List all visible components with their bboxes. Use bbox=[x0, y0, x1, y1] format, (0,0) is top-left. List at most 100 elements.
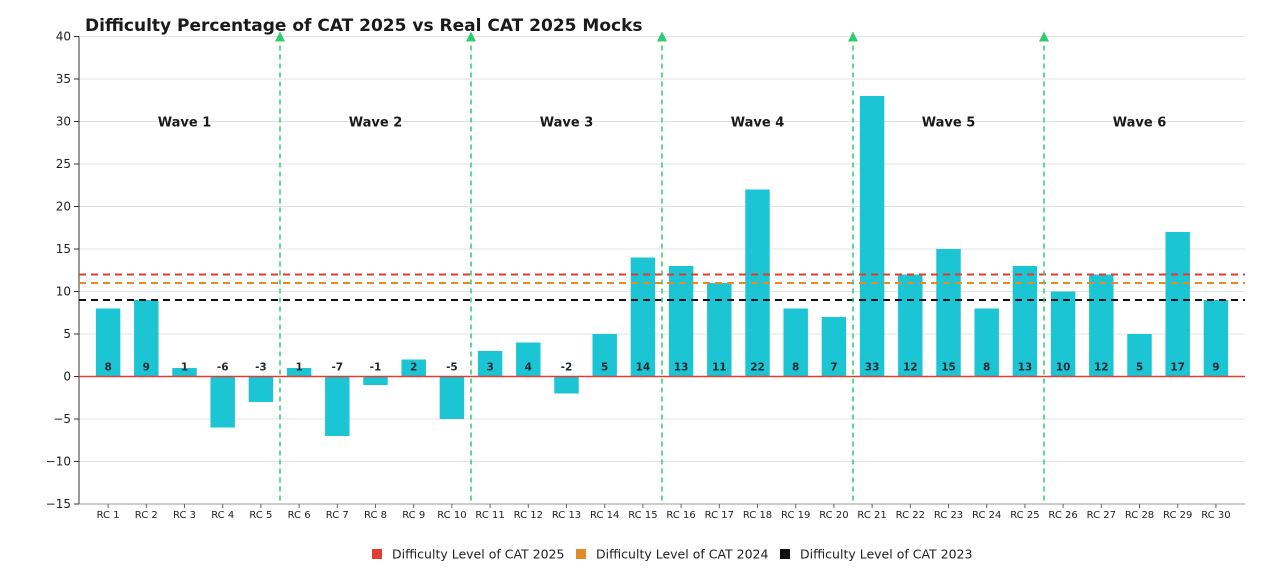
x-tick-label: RC 5 bbox=[249, 510, 272, 521]
axes bbox=[78, 36, 1245, 505]
x-tick-label: RC 16 bbox=[666, 510, 695, 521]
x-tick-label: RC 18 bbox=[743, 510, 772, 521]
bar-rc-8 bbox=[363, 376, 388, 385]
data-label: 12 bbox=[1094, 362, 1109, 374]
bar-rc-7 bbox=[325, 376, 350, 436]
x-tick-label: RC 25 bbox=[1010, 510, 1039, 521]
x-tick-label: RC 1 bbox=[97, 510, 120, 521]
x-tick-label: RC 30 bbox=[1201, 510, 1230, 521]
wave-label: Wave 3 bbox=[540, 116, 594, 131]
x-tick-label: RC 28 bbox=[1125, 510, 1154, 521]
x-tick-label: RC 27 bbox=[1087, 510, 1116, 521]
x-tick-label: RC 22 bbox=[896, 510, 925, 521]
x-tick-label: RC 7 bbox=[326, 510, 349, 521]
wave-divider-arrow bbox=[1039, 31, 1049, 42]
data-label: 17 bbox=[1170, 362, 1185, 374]
data-label: 5 bbox=[601, 362, 608, 374]
y-tick-label: 5 bbox=[63, 327, 71, 341]
x-tick-label: RC 26 bbox=[1048, 510, 1077, 521]
x-tick-label: RC 20 bbox=[819, 510, 848, 521]
bar-rc-2 bbox=[134, 300, 159, 377]
x-tick-label: RC 10 bbox=[437, 510, 466, 521]
bar-rc-9 bbox=[401, 359, 426, 377]
bar-rc-29 bbox=[1165, 232, 1190, 377]
legend-swatch bbox=[780, 549, 790, 559]
x-tick-label: RC 2 bbox=[135, 510, 158, 521]
x-tick-label: RC 23 bbox=[934, 510, 963, 521]
data-label: -5 bbox=[446, 362, 458, 374]
bar-rc-15 bbox=[630, 257, 656, 377]
bar-rc-4 bbox=[210, 376, 235, 428]
data-label: 8 bbox=[792, 362, 799, 374]
data-label: 12 bbox=[903, 362, 918, 374]
bar-rc-20 bbox=[821, 317, 847, 377]
x-tick-label: RC 9 bbox=[402, 510, 425, 521]
bar-rc-11 bbox=[477, 351, 503, 377]
y-tick-label: −10 bbox=[46, 455, 71, 469]
data-label: 13 bbox=[1018, 362, 1033, 374]
wave-divider-arrow bbox=[848, 31, 858, 42]
bar-rc-10 bbox=[439, 376, 465, 419]
x-tick-label: RC 19 bbox=[781, 510, 810, 521]
y-tick-label: 0 bbox=[63, 370, 71, 384]
wave-label: Wave 2 bbox=[349, 116, 403, 131]
bar-rc-25 bbox=[1012, 266, 1038, 377]
x-tick-label: RC 12 bbox=[514, 510, 543, 521]
data-label: 9 bbox=[1212, 362, 1219, 374]
data-label: 33 bbox=[865, 362, 880, 374]
x-tick-label: RC 3 bbox=[173, 510, 196, 521]
x-tick-label: RC 17 bbox=[705, 510, 734, 521]
data-label: 1 bbox=[295, 362, 302, 374]
y-tick-label: 25 bbox=[56, 157, 71, 171]
data-labels: 8 9 1 -6 -3 1 -7 -1 2 -5 3 4 -2 5 14 13 11 22 8 7 33 12 15 8 13 1… bbox=[104, 362, 1219, 374]
data-label: 22 bbox=[750, 362, 765, 374]
x-tick-label: RC 6 bbox=[288, 510, 311, 521]
data-label: 5 bbox=[1136, 362, 1143, 374]
data-label: 9 bbox=[143, 362, 150, 374]
legend-swatch bbox=[576, 549, 586, 559]
bar-rc-6 bbox=[286, 368, 312, 377]
x-tick-label: RC 21 bbox=[857, 510, 886, 521]
data-label: 4 bbox=[525, 362, 532, 374]
bar-rc-14 bbox=[592, 334, 617, 377]
data-label: -3 bbox=[255, 362, 267, 374]
data-label: 3 bbox=[486, 362, 493, 374]
data-label: 7 bbox=[830, 362, 837, 374]
bar-rc-27 bbox=[1089, 274, 1114, 377]
data-label: 1 bbox=[181, 362, 188, 374]
bar-rc-28 bbox=[1127, 334, 1152, 377]
x-tick-label: RC 8 bbox=[364, 510, 387, 521]
data-label: 14 bbox=[636, 362, 651, 374]
legend-entry: Difficulty Level of CAT 2024 bbox=[596, 547, 768, 562]
x-tick-label: RC 15 bbox=[628, 510, 657, 521]
legend-entry: Difficulty Level of CAT 2023 bbox=[800, 547, 972, 562]
bar-rc-13 bbox=[554, 376, 579, 394]
wave-label: Wave 5 bbox=[922, 116, 976, 131]
data-label: 8 bbox=[104, 362, 111, 374]
bar-rc-19 bbox=[783, 308, 808, 377]
x-tick-label: RC 11 bbox=[475, 510, 504, 521]
x-tick-label: RC 29 bbox=[1163, 510, 1192, 521]
wave-divider-arrow bbox=[275, 31, 285, 42]
wave-dividers: Wave 1 Wave 2 Wave 3 Wave 4 Wave 5 Wave 6 bbox=[158, 31, 1167, 504]
x-tick-label: RC 24 bbox=[972, 510, 1001, 521]
bar-rc-23 bbox=[936, 249, 961, 377]
bars bbox=[95, 96, 1229, 436]
y-tick-label: 10 bbox=[56, 285, 71, 299]
y-tick-label: 20 bbox=[56, 200, 71, 214]
wave-divider-arrow bbox=[657, 31, 667, 42]
bar-rc-16 bbox=[668, 266, 694, 377]
y-tick-label: −15 bbox=[46, 497, 71, 511]
bar-rc-5 bbox=[248, 376, 274, 402]
data-label: -1 bbox=[370, 362, 382, 374]
x-tick-label: RC 4 bbox=[211, 510, 234, 521]
wave-label: Wave 4 bbox=[731, 116, 785, 131]
data-label: -7 bbox=[331, 362, 343, 374]
chart-title: Difficulty Percentage of CAT 2025 vs Rea… bbox=[85, 16, 643, 36]
y-tick-label: 40 bbox=[56, 30, 71, 44]
data-label: 13 bbox=[674, 362, 689, 374]
x-tick-label: RC 14 bbox=[590, 510, 619, 521]
data-label: -6 bbox=[217, 362, 229, 374]
wave-label: Wave 6 bbox=[1113, 116, 1167, 131]
bar-rc-3 bbox=[172, 368, 197, 377]
